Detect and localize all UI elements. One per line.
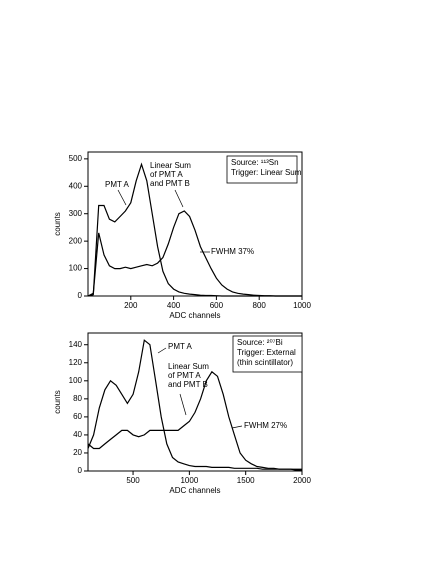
y-tick-label: 100	[69, 376, 83, 385]
x-tick-label: 800	[253, 301, 267, 310]
annotation: PMT A	[168, 342, 193, 351]
y-tick-label: 0	[78, 466, 83, 475]
annotation: of PMT A	[150, 170, 183, 179]
annotation: PMT A	[105, 180, 130, 189]
x-tick-label: 1500	[237, 476, 255, 485]
annotation-pointer	[157, 347, 167, 354]
series-line	[87, 339, 302, 470]
y-tick-label: 100	[69, 264, 83, 273]
y-axis-label: counts	[53, 390, 62, 414]
y-axis-label: counts	[53, 212, 62, 236]
plot-frame	[87, 332, 303, 472]
info-text: Source: ²⁰⁷Bi	[237, 338, 283, 347]
y-tick-label: 500	[69, 154, 83, 163]
annotation: FWHM 27%	[244, 421, 287, 430]
info-text: Trigger: Linear Sum	[231, 168, 302, 177]
annotation: and PMT B	[168, 380, 208, 389]
x-axis-label: ADC channels	[169, 311, 220, 320]
y-tick-label: 60	[73, 412, 82, 421]
info-box	[226, 155, 298, 184]
info-text: Trigger: External	[237, 348, 296, 357]
y-tick-label: 140	[69, 340, 83, 349]
annotation-pointer	[117, 189, 127, 206]
annotation-pointer	[174, 189, 184, 208]
y-tick-label: 0	[78, 291, 83, 300]
annotation-pointer	[179, 393, 187, 416]
x-tick-label: 600	[210, 301, 224, 310]
series-line	[87, 370, 302, 471]
info-text: Source: ¹¹³Sn	[231, 158, 279, 167]
x-tick-label: 2000	[293, 476, 311, 485]
annotation-pointer	[231, 425, 243, 429]
x-tick-label: 1000	[293, 301, 311, 310]
annotation: Linear Sum	[150, 161, 191, 170]
x-tick-label: 400	[167, 301, 181, 310]
y-tick-label: 20	[73, 448, 82, 457]
info-text: (thin scintillator)	[237, 358, 293, 367]
annotation: of PMT A	[168, 371, 201, 380]
x-tick-label: 500	[126, 476, 140, 485]
annotation: FWHM 37%	[211, 247, 254, 256]
annotation: and PMT B	[150, 179, 190, 188]
y-tick-label: 200	[69, 236, 83, 245]
plot-frame	[87, 151, 303, 297]
chart: 0 20 40 60 80 100 120 140 500 1000 1500 2000 ADC cha…	[53, 332, 311, 495]
chart: 0 100 200 300 400 500 200 400 600 800 1000 ADC chan…	[53, 151, 311, 320]
y-tick-label: 120	[69, 358, 83, 367]
x-tick-label: 1000	[180, 476, 198, 485]
x-tick-label: 200	[124, 301, 138, 310]
y-tick-label: 400	[69, 181, 83, 190]
annotation: Linear Sum	[168, 362, 209, 371]
series-line	[87, 210, 302, 297]
x-axis-label: ADC channels	[169, 486, 220, 495]
y-tick-label: 40	[73, 430, 82, 439]
y-tick-label: 300	[69, 209, 83, 218]
y-tick-label: 80	[73, 394, 82, 403]
info-box	[232, 335, 303, 373]
